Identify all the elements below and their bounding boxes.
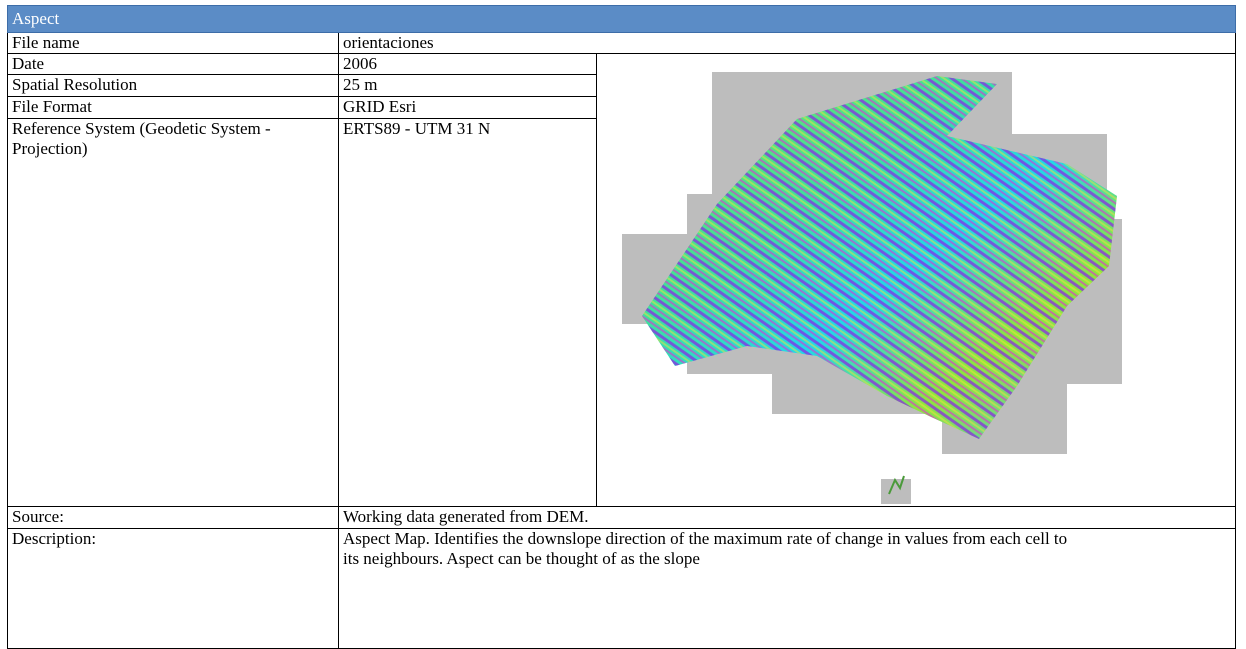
- field-label: Description:: [8, 529, 339, 649]
- page: Aspect File name orientaciones Date 2006: [0, 0, 1246, 626]
- field-value: 2006: [339, 54, 597, 75]
- field-label: Source:: [8, 507, 339, 529]
- field-value: Aspect Map. Identifies the downslope dir…: [339, 529, 1236, 649]
- aspect-map: [597, 54, 1235, 504]
- field-value: Working data generated from DEM.: [339, 507, 1236, 529]
- field-label: File Format: [8, 97, 339, 119]
- field-label: File name: [8, 33, 339, 54]
- field-value: 25 m: [339, 75, 597, 97]
- field-label: Date: [8, 54, 339, 75]
- field-label: Reference System (Geodetic System -Proje…: [8, 119, 339, 507]
- map-cell: [597, 54, 1236, 507]
- table-title: Aspect: [8, 6, 1236, 33]
- field-value: GRID Esri: [339, 97, 597, 119]
- metadata-table: Aspect File name orientaciones Date 2006: [7, 5, 1236, 649]
- field-label: Spatial Resolution: [8, 75, 339, 97]
- field-value: orientaciones: [339, 33, 1236, 54]
- field-value: ERTS89 - UTM 31 N: [339, 119, 597, 507]
